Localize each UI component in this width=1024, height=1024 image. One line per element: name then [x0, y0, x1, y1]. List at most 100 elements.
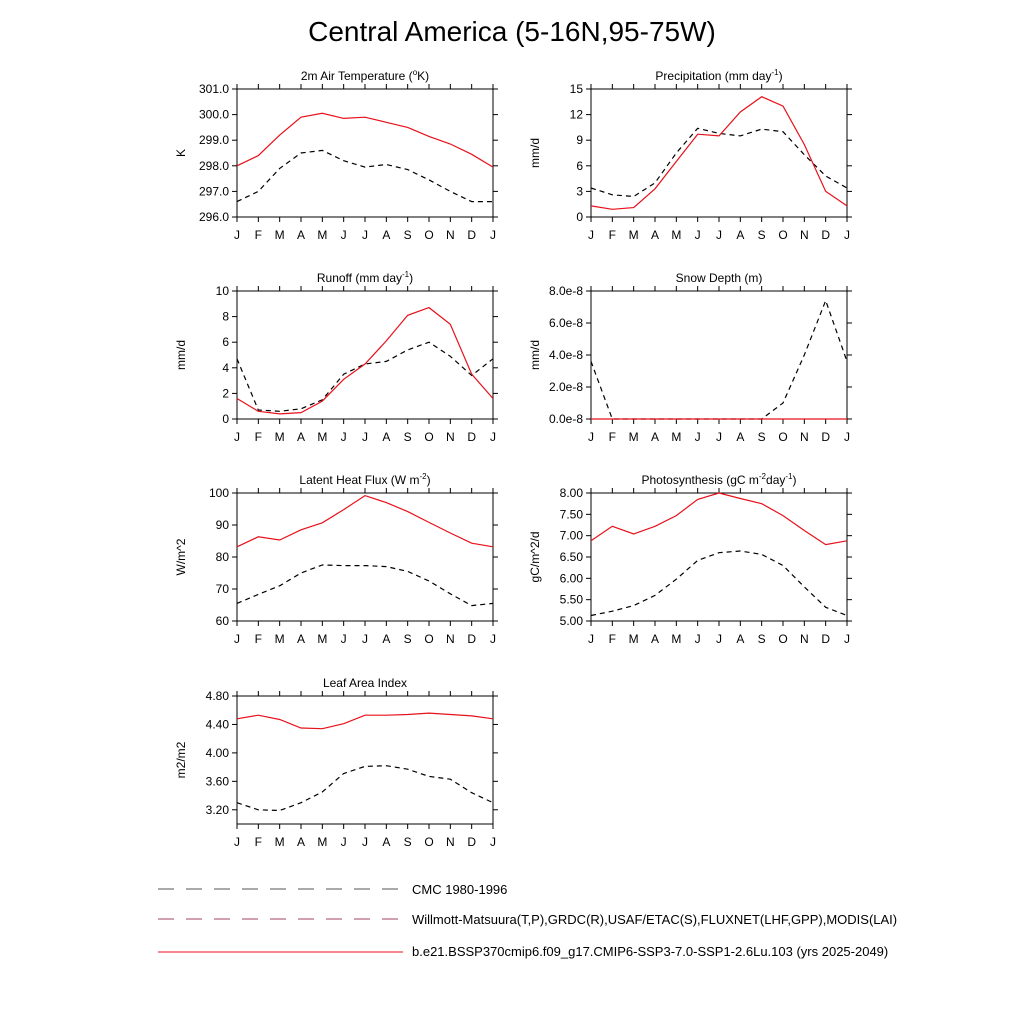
- x-tick-label: J: [341, 632, 347, 646]
- x-tick-label: J: [844, 430, 850, 444]
- x-tick-label: F: [609, 228, 616, 242]
- panel-title: Snow Depth (m): [676, 271, 763, 285]
- x-tick-label: N: [800, 430, 809, 444]
- x-tick-label: N: [800, 632, 809, 646]
- panel-title: Latent Heat Flux (W m-2): [299, 472, 430, 487]
- y-tick-label: 297.0: [199, 184, 229, 198]
- x-tick-label: O: [424, 835, 433, 849]
- x-tick-label: J: [695, 228, 701, 242]
- panel-title: 2m Air Temperature (oK): [301, 68, 429, 83]
- x-tick-label: F: [609, 632, 616, 646]
- x-tick-label: D: [821, 632, 830, 646]
- x-tick-label: D: [467, 632, 476, 646]
- y-axis-label: mm/d: [528, 138, 542, 168]
- y-tick-label: 15: [570, 82, 584, 96]
- y-tick-label: 100: [209, 486, 229, 500]
- panel-title: Runoff (mm day-1): [317, 270, 413, 285]
- x-tick-label: J: [844, 228, 850, 242]
- x-tick-label: N: [800, 228, 809, 242]
- x-tick-label: S: [758, 430, 766, 444]
- y-tick-label: 12: [570, 108, 584, 122]
- x-tick-label: J: [844, 632, 850, 646]
- y-tick-label: 0.0e-8: [549, 412, 583, 426]
- y-tick-label: 90: [216, 518, 230, 532]
- x-tick-label: A: [297, 632, 305, 646]
- x-tick-label: O: [424, 228, 433, 242]
- series-line-obs: [590, 550, 848, 617]
- x-tick-label: J: [362, 228, 368, 242]
- x-tick-label: M: [317, 835, 327, 849]
- x-tick-label: F: [255, 430, 262, 444]
- x-tick-label: J: [362, 430, 368, 444]
- plot-frame: [236, 492, 494, 622]
- x-tick-label: J: [490, 430, 496, 444]
- y-tick-label: 296.0: [199, 210, 229, 224]
- plot-frame: [590, 492, 848, 622]
- x-tick-label: J: [490, 835, 496, 849]
- x-tick-label: J: [341, 835, 347, 849]
- y-axis-label: m2/m2: [174, 741, 188, 778]
- x-tick-label: A: [382, 430, 390, 444]
- series-line-model: [236, 712, 494, 730]
- x-tick-label: D: [821, 228, 830, 242]
- y-tick-label: 5.50: [560, 593, 584, 607]
- x-tick-label: J: [490, 228, 496, 242]
- y-tick-label: 2: [222, 386, 229, 400]
- x-tick-label: N: [446, 228, 455, 242]
- plot-frame: [236, 88, 494, 218]
- y-tick-label: 6.00: [560, 571, 584, 585]
- x-tick-label: N: [446, 835, 455, 849]
- y-tick-label: 6: [222, 335, 229, 349]
- series-line-model: [236, 494, 494, 548]
- y-tick-label: 6.50: [560, 550, 584, 564]
- y-tick-label: 4.00: [206, 746, 230, 760]
- y-tick-label: 0: [576, 210, 583, 224]
- y-tick-label: 3.20: [206, 803, 230, 817]
- y-tick-label: 60: [216, 614, 230, 628]
- x-tick-label: J: [695, 430, 701, 444]
- x-tick-label: M: [629, 632, 639, 646]
- x-tick-label: J: [716, 430, 722, 444]
- y-tick-label: 5.00: [560, 614, 584, 628]
- panel-title: Precipitation (mm day-1): [655, 68, 782, 83]
- x-tick-label: A: [736, 632, 744, 646]
- y-tick-label: 8: [222, 310, 229, 324]
- x-tick-label: J: [588, 228, 594, 242]
- series-line-model: [590, 96, 848, 210]
- x-tick-label: O: [778, 632, 787, 646]
- x-tick-label: M: [275, 228, 285, 242]
- x-tick-label: J: [716, 632, 722, 646]
- series-line-obs: [236, 341, 494, 412]
- x-tick-label: S: [404, 228, 412, 242]
- y-tick-label: 3: [576, 184, 583, 198]
- x-tick-label: F: [255, 632, 262, 646]
- x-tick-label: M: [671, 632, 681, 646]
- x-tick-label: M: [317, 228, 327, 242]
- series-line-obs: [236, 765, 494, 812]
- x-tick-label: J: [341, 430, 347, 444]
- y-tick-label: 7.50: [560, 507, 584, 521]
- series-line-obs: [590, 298, 848, 420]
- x-tick-label: D: [467, 835, 476, 849]
- y-tick-label: 3.60: [206, 774, 230, 788]
- x-tick-label: F: [255, 835, 262, 849]
- y-tick-label: 299.0: [199, 133, 229, 147]
- x-tick-label: J: [588, 430, 594, 444]
- x-tick-label: A: [651, 632, 659, 646]
- x-tick-label: J: [588, 632, 594, 646]
- y-tick-label: 298.0: [199, 159, 229, 173]
- panel-title: Photosynthesis (gC m-2day-1): [642, 472, 797, 487]
- x-tick-label: A: [736, 228, 744, 242]
- x-tick-label: S: [758, 632, 766, 646]
- y-tick-label: 2.0e-8: [549, 380, 583, 394]
- series-line-obs: [236, 564, 494, 607]
- x-tick-label: F: [255, 228, 262, 242]
- series-line-model: [590, 492, 848, 546]
- x-tick-label: J: [234, 632, 240, 646]
- y-axis-label: K: [174, 149, 188, 157]
- y-tick-label: 300.0: [199, 108, 229, 122]
- y-tick-label: 6: [576, 159, 583, 173]
